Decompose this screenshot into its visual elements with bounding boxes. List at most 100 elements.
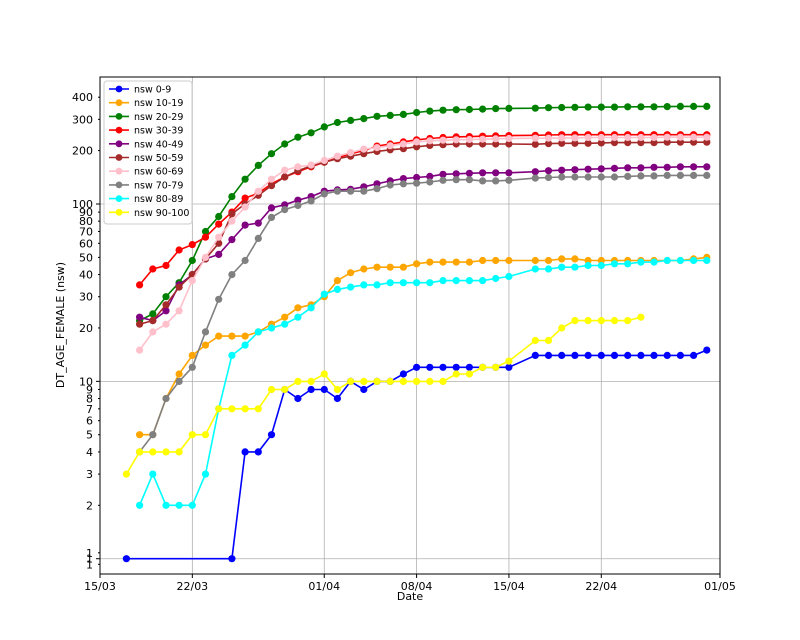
data-point	[584, 317, 592, 325]
y-tick-label: 7	[86, 403, 93, 416]
data-point	[228, 217, 236, 225]
data-point	[479, 277, 487, 285]
data-point	[228, 193, 236, 201]
data-point	[531, 104, 539, 112]
data-point	[584, 261, 592, 270]
data-point	[531, 168, 539, 176]
data-point	[281, 206, 289, 214]
data-point	[597, 165, 605, 173]
data-point	[465, 258, 473, 266]
data-point	[333, 394, 341, 403]
data-point	[571, 139, 579, 147]
data-point	[162, 448, 170, 456]
legend-entry: nsw 30-39	[109, 126, 183, 137]
data-point	[136, 501, 144, 509]
x-tick-label: 15/04	[493, 580, 525, 593]
data-point	[136, 431, 144, 439]
data-point	[413, 377, 421, 385]
data-point	[703, 102, 711, 110]
legend-entry: nsw 0-9	[109, 85, 171, 96]
data-point	[492, 274, 500, 283]
data-point	[307, 161, 315, 169]
data-point	[254, 187, 262, 195]
data-point	[386, 263, 394, 271]
data-point	[571, 255, 579, 263]
data-point	[492, 363, 500, 371]
data-point	[373, 144, 381, 152]
data-point	[307, 385, 315, 394]
data-point	[558, 134, 566, 142]
data-point	[360, 385, 368, 394]
data-point	[294, 394, 302, 403]
data-point	[241, 341, 249, 349]
data-point	[188, 501, 196, 509]
data-point	[188, 277, 196, 285]
data-point	[281, 385, 289, 394]
data-point	[360, 265, 368, 273]
legend-label: nsw 10-19	[134, 98, 183, 109]
data-point	[624, 164, 632, 172]
data-point	[597, 256, 605, 265]
data-point	[597, 139, 605, 147]
data-point	[347, 283, 355, 291]
legend-label: nsw 50-59	[134, 153, 183, 164]
data-point	[281, 173, 289, 181]
legend-marker	[115, 85, 123, 93]
data-point	[703, 133, 711, 141]
data-point	[333, 187, 341, 195]
data-point	[703, 346, 711, 354]
data-point	[228, 271, 236, 279]
data-point	[136, 346, 144, 354]
legend-marker	[115, 140, 123, 148]
data-point	[188, 431, 196, 439]
data-point	[676, 171, 685, 179]
legend-entry: nsw 10-19	[109, 98, 183, 109]
data-point	[571, 166, 579, 174]
data-point	[492, 256, 500, 265]
data-point	[413, 279, 421, 287]
legend-label: nsw 30-39	[134, 126, 183, 137]
data-point	[544, 134, 553, 142]
data-point	[175, 307, 183, 315]
legend-marker	[115, 181, 123, 189]
data-point	[175, 370, 183, 378]
data-point	[241, 194, 249, 202]
data-point	[307, 377, 315, 385]
data-point	[610, 164, 619, 172]
data-point	[241, 256, 249, 265]
y-tick-label: 4	[86, 446, 93, 459]
y-tick-label: 200	[72, 145, 93, 158]
data-point	[426, 279, 434, 287]
data-point	[531, 351, 539, 359]
data-point	[663, 103, 671, 111]
data-point	[267, 324, 276, 332]
data-point	[254, 448, 262, 456]
data-point	[426, 377, 434, 385]
data-point	[544, 173, 553, 182]
y-tick-label: 8	[86, 393, 93, 406]
data-point	[663, 163, 671, 171]
legend-entry: nsw 50-59	[109, 153, 183, 164]
data-point	[122, 470, 130, 478]
data-point	[413, 260, 421, 268]
legend-marker	[115, 195, 123, 203]
data-point	[650, 258, 658, 266]
data-point	[188, 351, 196, 359]
x-axis-ticks: 15/03 22/03 01/04 08/04 15/04 22/04 01/05	[84, 574, 736, 593]
data-point	[571, 103, 579, 111]
data-point	[347, 269, 355, 277]
data-point	[676, 102, 685, 110]
data-point	[531, 265, 539, 273]
data-point	[439, 170, 447, 178]
data-point	[558, 103, 566, 112]
legend-entry: nsw 20-29	[109, 112, 183, 123]
data-point	[149, 431, 157, 439]
data-point	[505, 357, 513, 365]
data-point	[544, 256, 553, 265]
data-point	[228, 210, 236, 218]
data-point	[597, 261, 605, 270]
data-point	[624, 317, 632, 325]
legend-entry: nsw 90-100	[109, 208, 189, 219]
data-point	[531, 256, 539, 265]
data-point	[690, 163, 698, 171]
